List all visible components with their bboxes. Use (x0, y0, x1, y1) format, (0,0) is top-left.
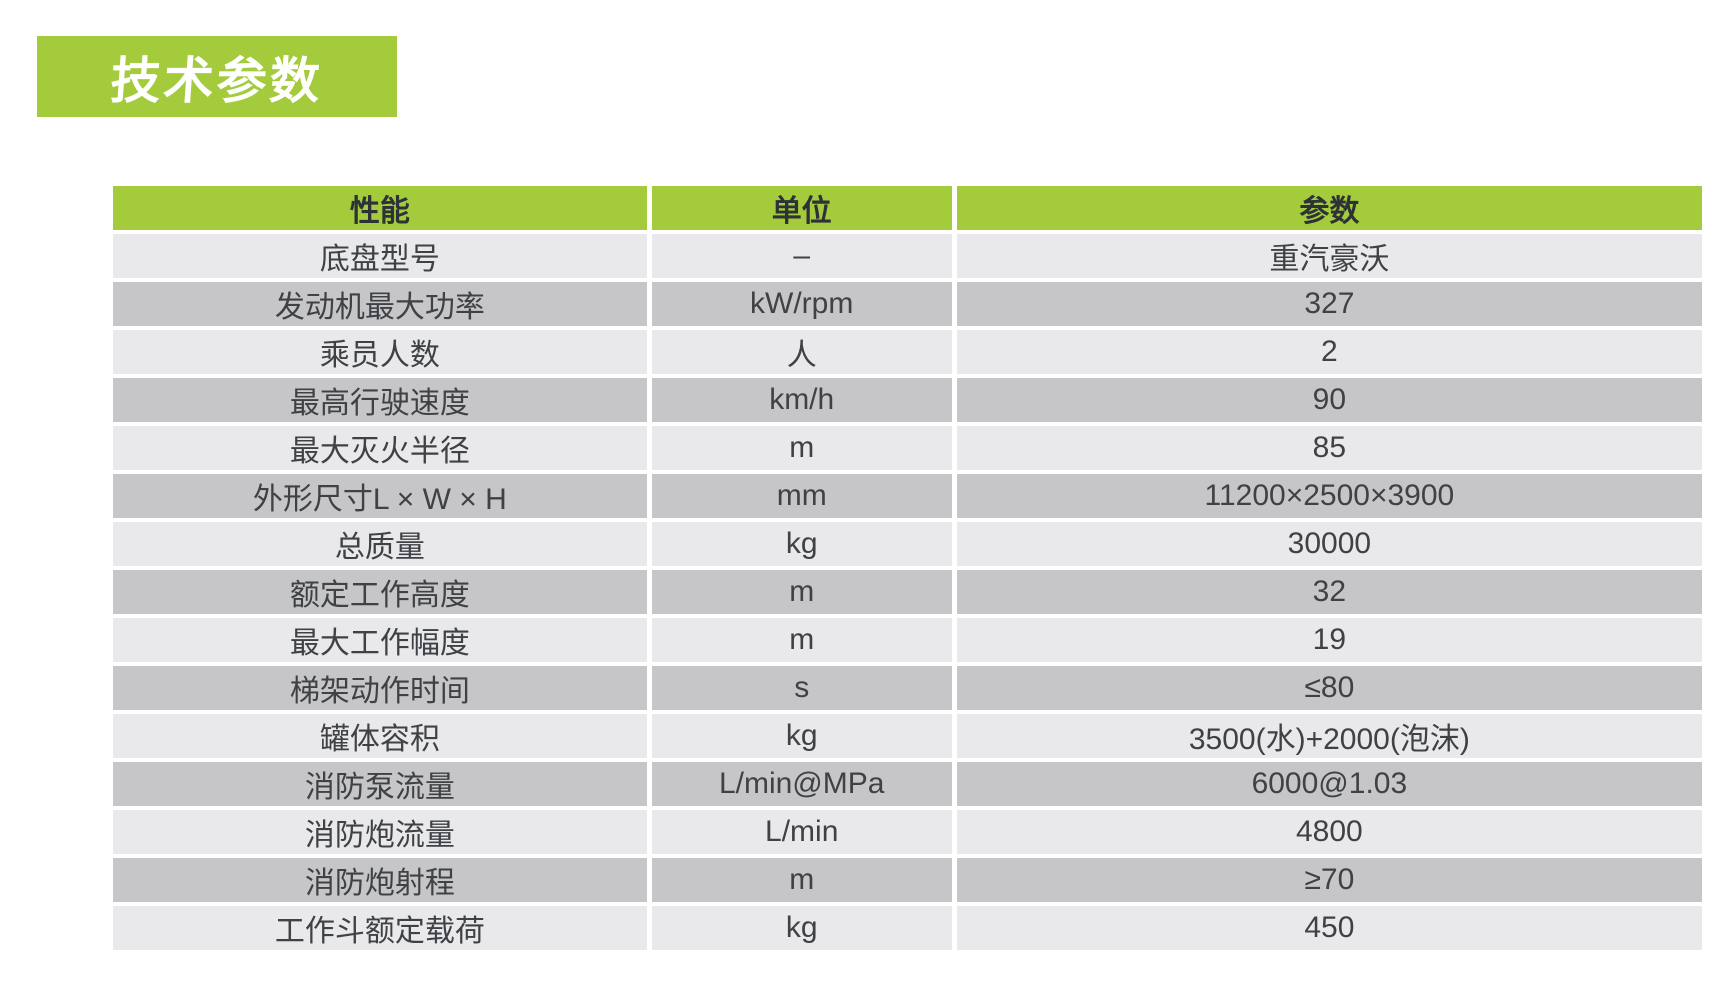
cell-parameter: ≥70 (956, 858, 1702, 906)
cell-unit: kg (651, 714, 957, 762)
cell-parameter: 450 (956, 906, 1702, 954)
cell-parameter: 32 (956, 570, 1702, 618)
cell-performance: 梯架动作时间 (113, 666, 652, 714)
cell-unit: 人 (651, 330, 957, 378)
cell-unit: kg (651, 522, 957, 570)
cell-parameter: ≤80 (956, 666, 1702, 714)
table-row: 消防炮射程 m ≥70 (113, 858, 1702, 906)
cell-parameter: 3500(水)+2000(泡沫) (956, 714, 1702, 762)
table-row: 底盘型号 – 重汽豪沃 (113, 234, 1702, 282)
cell-parameter: 85 (956, 426, 1702, 474)
table-row: 消防泵流量 L/min@MPa 6000@1.03 (113, 762, 1702, 810)
cell-performance: 罐体容积 (113, 714, 652, 762)
column-header-unit: 单位 (651, 186, 957, 234)
cell-performance: 乘员人数 (113, 330, 652, 378)
cell-parameter: 4800 (956, 810, 1702, 858)
cell-unit: s (651, 666, 957, 714)
table-row: 最高行驶速度 km/h 90 (113, 378, 1702, 426)
cell-unit: m (651, 570, 957, 618)
table-row: 工作斗额定载荷 kg 450 (113, 906, 1702, 954)
cell-performance: 消防炮流量 (113, 810, 652, 858)
column-header-parameter: 参数 (956, 186, 1702, 234)
cell-unit: m (651, 858, 957, 906)
cell-unit: L/min@MPa (651, 762, 957, 810)
table-row: 额定工作高度 m 32 (113, 570, 1702, 618)
cell-unit: m (651, 618, 957, 666)
cell-parameter: 2 (956, 330, 1702, 378)
table-row: 罐体容积 kg 3500(水)+2000(泡沫) (113, 714, 1702, 762)
table-row: 发动机最大功率 kW/rpm 327 (113, 282, 1702, 330)
cell-unit: kW/rpm (651, 282, 957, 330)
column-header-performance: 性能 (113, 186, 652, 234)
cell-unit: mm (651, 474, 957, 522)
table-row: 梯架动作时间 s ≤80 (113, 666, 1702, 714)
cell-unit: L/min (651, 810, 957, 858)
page-title: 技术参数 (108, 52, 325, 109)
cell-unit: – (651, 234, 957, 282)
cell-performance: 额定工作高度 (113, 570, 652, 618)
cell-performance: 消防泵流量 (113, 762, 652, 810)
cell-performance: 最大灭火半径 (113, 426, 652, 474)
cell-parameter: 6000@1.03 (956, 762, 1702, 810)
cell-parameter: 11200×2500×3900 (956, 474, 1702, 522)
table-row: 最大工作幅度 m 19 (113, 618, 1702, 666)
cell-parameter: 30000 (956, 522, 1702, 570)
table-row: 消防炮流量 L/min 4800 (113, 810, 1702, 858)
cell-performance: 最大工作幅度 (113, 618, 652, 666)
spec-table: 性能 单位 参数 底盘型号 – 重汽豪沃 发动机最大功率 kW/rpm 327 乘员人数人 2… (113, 186, 1702, 954)
table-header-row: 性能 单位 参数 (113, 186, 1702, 234)
spec-table-body: 底盘型号 – 重汽豪沃 发动机最大功率 kW/rpm 327 乘员人数人 2 最高行驶速度 km/… (113, 234, 1702, 954)
cell-performance: 底盘型号 (113, 234, 652, 282)
cell-performance: 发动机最大功率 (113, 282, 652, 330)
cell-parameter: 重汽豪沃 (956, 234, 1702, 282)
table-row: 乘员人数人 2 (113, 330, 1702, 378)
title-badge: 技术参数 (37, 36, 397, 117)
cell-performance: 最高行驶速度 (113, 378, 652, 426)
table-row: 最大灭火半径 m 85 (113, 426, 1702, 474)
cell-unit: kg (651, 906, 957, 954)
cell-parameter: 19 (956, 618, 1702, 666)
cell-performance: 外形尺寸L × W × H (113, 474, 652, 522)
cell-unit: m (651, 426, 957, 474)
table-row: 总质量 kg 30000 (113, 522, 1702, 570)
cell-unit: km/h (651, 378, 957, 426)
cell-performance: 消防炮射程 (113, 858, 652, 906)
cell-parameter: 327 (956, 282, 1702, 330)
cell-performance: 工作斗额定载荷 (113, 906, 652, 954)
cell-parameter: 90 (956, 378, 1702, 426)
cell-performance: 总质量 (113, 522, 652, 570)
